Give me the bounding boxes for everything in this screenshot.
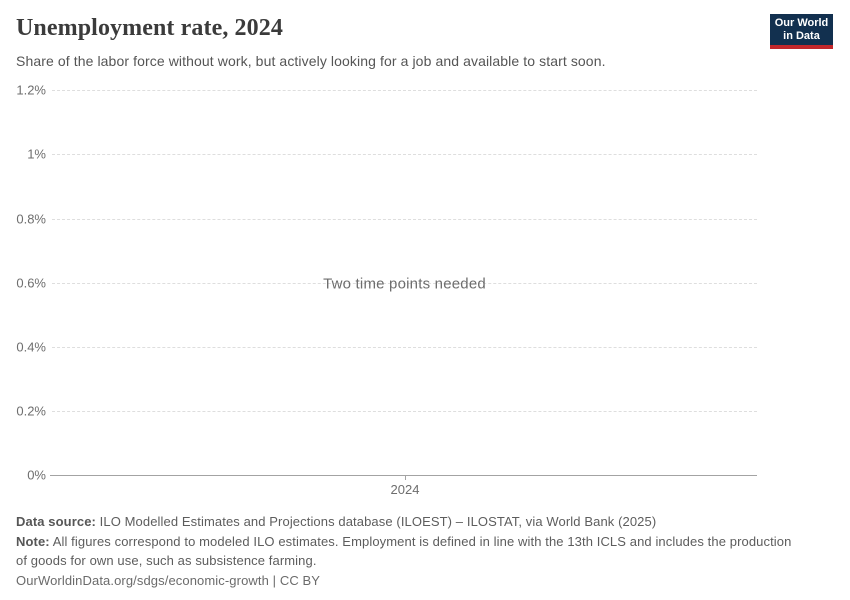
gridline (52, 154, 757, 155)
citation-line: OurWorldinData.org/sdgs/economic-growth … (16, 571, 835, 590)
data-source-label: Data source: (16, 514, 96, 529)
y-axis-tick-label: 1% (27, 146, 46, 162)
x-axis-line (50, 475, 757, 476)
owid-logo[interactable]: Our World in Data (770, 14, 833, 49)
gridline (52, 90, 757, 91)
empty-state-message: Two time points needed (323, 275, 486, 293)
page-title: Unemployment rate, 2024 (16, 15, 283, 41)
y-axis-tick-label: 0% (27, 467, 46, 483)
citation-license[interactable]: CC BY (279, 573, 321, 588)
y-axis-tick-label: 1.2% (16, 82, 46, 98)
x-axis-tick-mark (405, 476, 406, 480)
x-axis-tick-label: 2024 (390, 482, 420, 497)
gridline (52, 283, 757, 284)
owid-logo-line2: in Data (783, 30, 820, 42)
gridline (52, 219, 757, 220)
note-label: Note: (16, 534, 50, 549)
gridline (52, 347, 757, 348)
note-line: Note: All figures correspond to modeled … (16, 532, 804, 570)
note-text: All figures correspond to modeled ILO es… (16, 534, 792, 568)
y-axis-tick-label: 0.8% (16, 211, 46, 227)
data-source-text: ILO Modelled Estimates and Projections d… (95, 514, 657, 529)
chart-subtitle: Share of the labor force without work, b… (16, 53, 606, 69)
citation-separator: | (268, 573, 280, 588)
chart-footer: Data source: ILO Modelled Estimates and … (16, 512, 835, 591)
data-source-line: Data source: ILO Modelled Estimates and … (16, 512, 835, 531)
plot-area: 1.2% 1% 0.8% 0.6% 0.4% 0.2% 0% Two time … (16, 82, 757, 497)
y-axis-tick-label: 0.6% (16, 275, 46, 291)
y-axis-tick-label: 0.4% (16, 339, 46, 355)
owid-logo-line1: Our World (774, 17, 829, 29)
y-axis-tick-label: 0.2% (16, 403, 46, 419)
gridline (52, 411, 757, 412)
citation-url-link[interactable]: OurWorldinData.org/sdgs/economic-growth (16, 573, 269, 588)
